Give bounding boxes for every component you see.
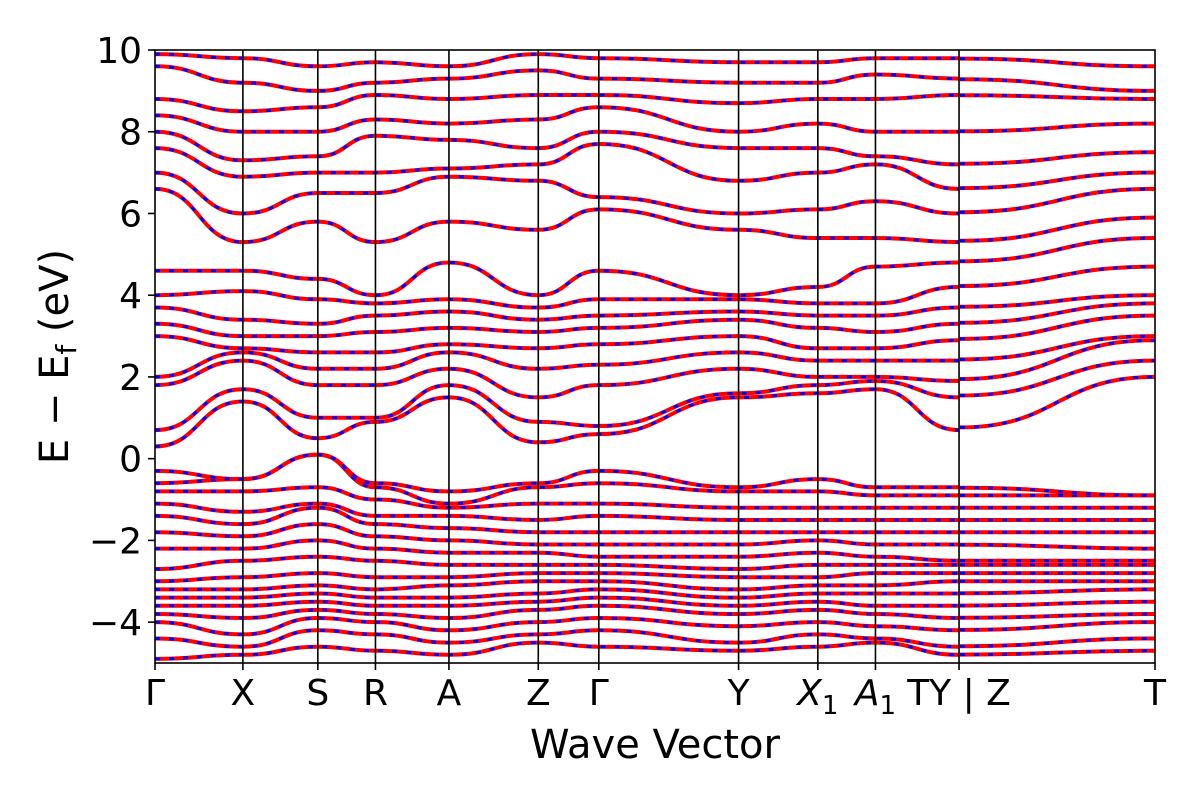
band-line-blue-dashed <box>155 187 1155 244</box>
band-line-blue-dashed <box>155 587 1155 600</box>
x-tick-label: A <box>437 673 462 714</box>
band-line-blue-dashed <box>155 555 1155 571</box>
band-line-blue-dashed <box>155 485 1155 510</box>
x-tick-label: T <box>1143 673 1167 714</box>
y-tick-label: 10 <box>96 31 142 72</box>
y-tick-label: 8 <box>119 113 142 154</box>
y-tick-label: −4 <box>89 603 142 644</box>
x-tick-label: TY | Z <box>906 673 1011 714</box>
band-line-blue-dashed <box>155 506 1155 534</box>
plot-frame <box>154 49 1156 664</box>
band-line-blue-dashed <box>155 628 1155 649</box>
x-tick-label: Γ <box>145 673 165 714</box>
band-line-red <box>155 105 1155 134</box>
band-line-blue-dashed <box>155 502 1155 522</box>
y-tick-label: 4 <box>119 276 142 317</box>
band-line-red <box>155 264 1155 310</box>
band-line-blue-dashed <box>155 596 1155 608</box>
band-line-blue-dashed <box>155 105 1155 134</box>
band-line-blue-dashed <box>155 64 1155 93</box>
band-line-blue-dashed <box>155 522 1155 551</box>
band-line-blue-dashed <box>155 293 1155 326</box>
y-axis-title-main: E − E <box>32 355 78 465</box>
band-line-blue-dashed <box>155 375 1155 448</box>
band-line-blue-dashed <box>155 93 1155 113</box>
band-line-blue-dashed <box>155 314 1155 354</box>
band-line-blue-dashed <box>155 265 1155 310</box>
x-tick-label: X1 <box>795 673 838 721</box>
band-line-red <box>155 92 1155 114</box>
y-axis-title-subscript: f <box>50 344 83 355</box>
band-line-blue-dashed <box>155 171 1155 216</box>
x-tick-label: S <box>306 673 329 714</box>
band-line-blue-dashed <box>155 579 1155 591</box>
band-line-red <box>155 358 1155 433</box>
x-axis-title: Wave Vector <box>530 722 781 768</box>
band-line-blue-dashed <box>155 604 1155 620</box>
band-line-blue-dashed <box>155 571 1155 583</box>
band-line-blue-dashed <box>155 52 1155 68</box>
band-line-blue-dashed <box>155 616 1155 636</box>
x-tick-label: Z <box>526 673 551 714</box>
x-tick-label: A1 <box>853 673 896 721</box>
band-line-red <box>155 236 1155 298</box>
band-line-blue-dashed <box>155 142 1155 191</box>
band-line-blue-dashed <box>155 359 1155 432</box>
band-line-blue-dashed <box>155 453 1155 497</box>
y-tick-label: −2 <box>89 521 142 562</box>
band-line-blue-dashed <box>155 641 1155 661</box>
y-tick-label: 6 <box>119 194 142 235</box>
y-axis-title-unit: (eV) <box>32 249 78 345</box>
y-axis-title: E − Ef (eV) <box>32 249 83 464</box>
band-line-red <box>155 129 1155 167</box>
x-tick-label: X <box>231 673 256 714</box>
band-line-red <box>155 141 1155 191</box>
band-line-blue-dashed <box>155 538 1155 563</box>
band-line-blue-dashed <box>155 338 1155 399</box>
y-tick-label: 2 <box>119 358 142 399</box>
x-tick-label: Γ <box>589 673 609 714</box>
band-line-blue-dashed <box>155 301 1155 338</box>
band-line-blue-dashed <box>155 453 1155 506</box>
high-symmetry-lines <box>242 50 960 663</box>
band-line-red <box>155 170 1155 216</box>
band-line-red <box>155 374 1155 449</box>
x-tick-label: R <box>363 673 388 714</box>
y-tick-label: 0 <box>119 440 142 481</box>
band-lines <box>155 52 1155 661</box>
band-line-blue-dashed <box>155 236 1155 297</box>
x-tick-label: Y <box>727 673 751 714</box>
y-axis-ticks: −4 −2 0 2 4 6 8 10 <box>89 31 155 644</box>
